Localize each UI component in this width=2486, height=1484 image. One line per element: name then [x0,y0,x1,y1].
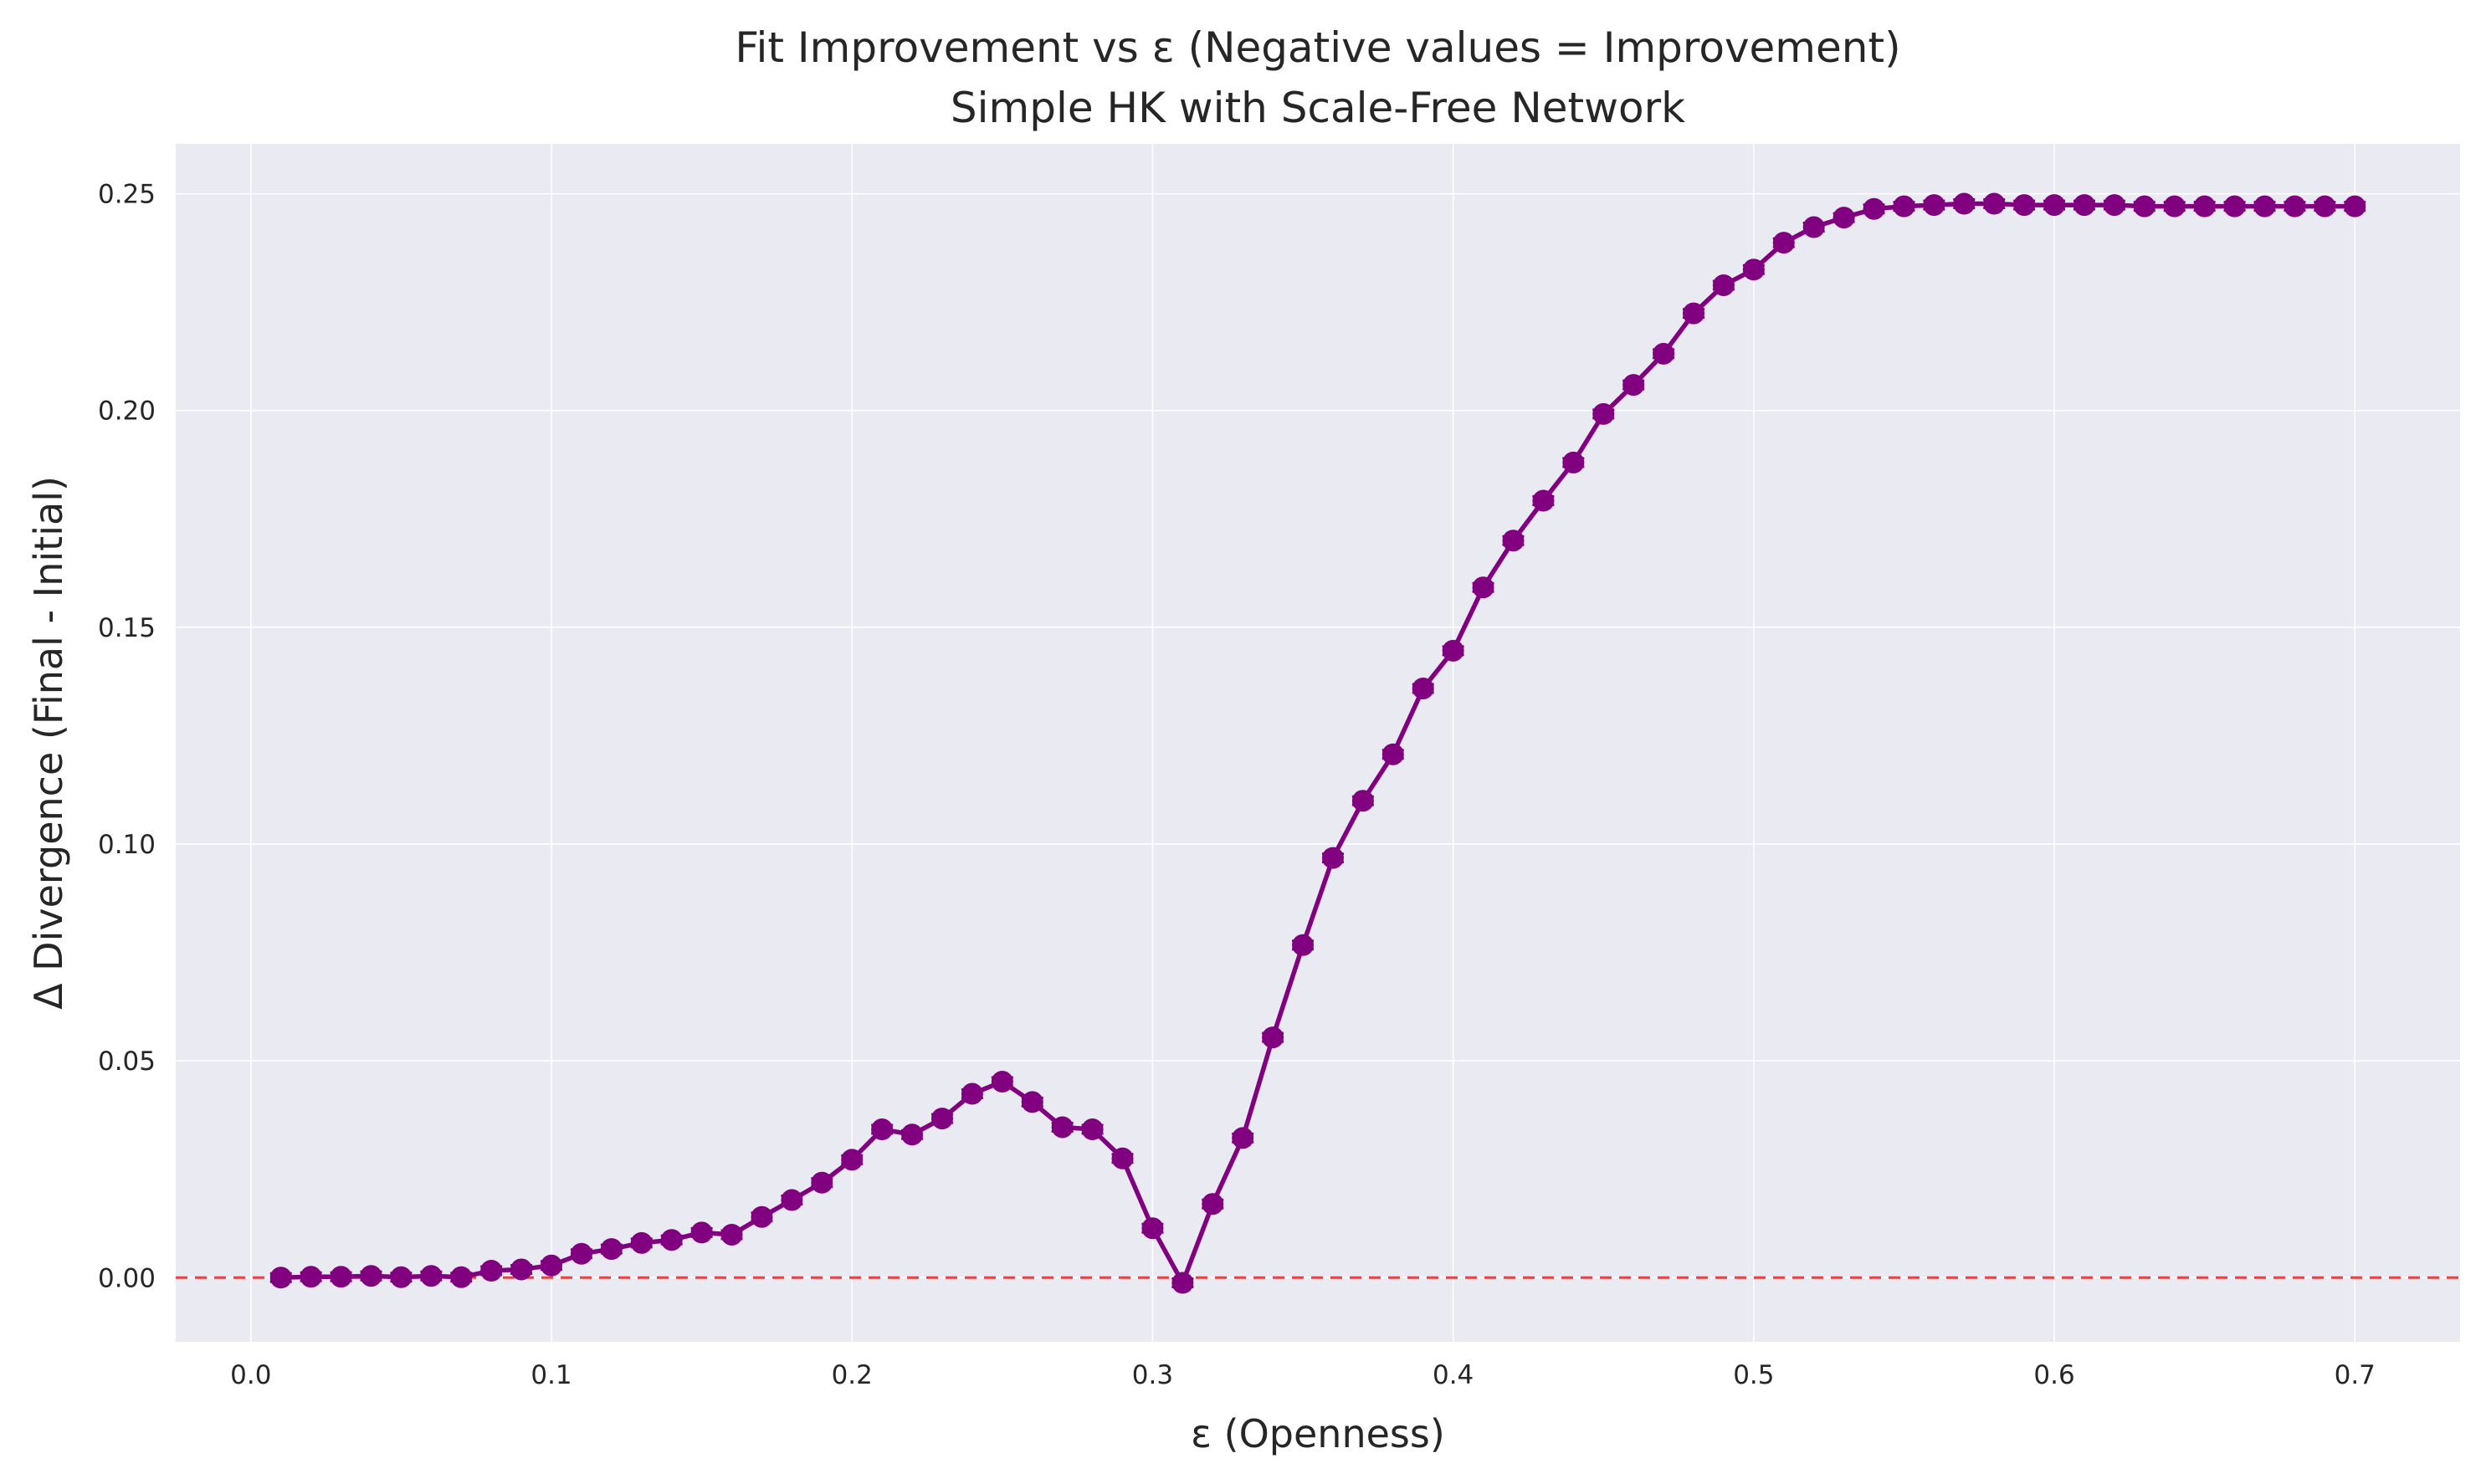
data-point [1171,1272,1194,1294]
data-point [1863,197,1885,220]
data-point [2133,195,2155,217]
data-point [991,1071,1013,1093]
x-tick-label: 0.3 [1132,1360,1173,1390]
data-point [1712,274,1735,296]
data-point [1202,1193,1224,1215]
data-point [781,1189,803,1211]
data-point [751,1205,773,1228]
data-point [871,1118,894,1141]
x-grid [250,144,2356,1342]
data-point [1292,934,1315,956]
data-point [1953,192,1976,215]
plot-background [176,144,2460,1342]
data-point [2013,194,2036,217]
data-point [2344,195,2366,217]
data-point [2163,195,2186,217]
data-point [841,1149,864,1171]
data-point [1802,216,1825,238]
data-point [1351,790,1374,812]
data-point [1923,194,1945,217]
x-tick-label: 0.7 [2335,1360,2376,1390]
data-point [1562,451,1585,473]
data-point [690,1221,713,1244]
data-point [1622,374,1645,397]
data-point [330,1266,352,1288]
data-point [1893,195,1915,217]
y-tick-label: 0.20 [98,397,156,427]
chart-title: Fit Improvement vs ε (Negative values = … [735,23,1900,72]
data-point [600,1238,623,1261]
chart-subtitle: Simple HK with Scale-Free Network [951,84,1685,132]
y-tick-labels: 0.00 0.05 0.10 0.15 0.20 0.25 [98,180,156,1294]
data-point [480,1260,503,1282]
data-point [1472,576,1494,599]
x-tick-label: 0.0 [230,1360,271,1390]
data-point [450,1266,473,1288]
x-tick-labels: 0.0 0.1 0.2 0.3 0.4 0.5 0.6 0.7 [230,1360,2376,1390]
data-point [1532,489,1555,512]
data-point [2223,195,2246,217]
data-point [269,1267,292,1289]
data-point [1502,530,1525,552]
data-point [1832,207,1855,229]
y-tick-label: 0.25 [98,180,156,210]
data-point [2073,194,2095,217]
data-point [1262,1026,1284,1049]
data-point [360,1265,382,1287]
data-point [720,1223,743,1246]
data-point [660,1229,683,1251]
y-tick-label: 0.10 [98,830,156,860]
y-tick-label: 0.15 [98,613,156,643]
y-tick-label: 0.00 [98,1263,156,1293]
data-point [1592,402,1615,425]
data-point [300,1266,322,1288]
data-point [1772,232,1795,254]
data-point [901,1123,924,1146]
data-point [570,1242,592,1265]
data-point [930,1108,953,1130]
x-tick-label: 0.1 [531,1360,572,1390]
data-point [1111,1147,1134,1169]
x-tick-label: 0.6 [2033,1360,2074,1390]
data-point [1051,1116,1074,1139]
data-point [1321,847,1344,869]
data-point [1683,302,1705,325]
data-point [2284,195,2306,217]
y-tick-label: 0.05 [98,1046,156,1077]
data-point [1442,639,1464,662]
data-point [1742,258,1765,281]
data-point [1141,1217,1164,1240]
data-point [2193,195,2216,217]
data-point [541,1254,563,1277]
data-point [420,1265,443,1287]
data-point [630,1231,653,1254]
data-point [1232,1127,1254,1149]
data-point [2314,195,2336,217]
data-point [961,1082,983,1105]
x-tick-label: 0.2 [832,1360,873,1390]
data-point [510,1258,533,1281]
y-axis-label: Δ Divergence (Final - Initial) [26,476,71,1010]
x-axis-label: ε (Openness) [1191,1411,1445,1456]
data-point [1653,342,1675,365]
x-tick-label: 0.5 [1733,1360,1774,1390]
data-point [2103,194,2125,217]
data-point [2043,194,2066,217]
x-tick-label: 0.4 [1433,1360,1474,1390]
data-point [811,1171,833,1194]
series-line [280,201,2355,1286]
data-point [1412,677,1434,699]
data-point [1021,1091,1043,1113]
data-point [1081,1118,1104,1141]
data-point [1983,192,2006,215]
data-point [390,1266,413,1288]
data-points [269,192,2366,1294]
data-point [1381,743,1404,765]
data-point [2253,195,2276,217]
